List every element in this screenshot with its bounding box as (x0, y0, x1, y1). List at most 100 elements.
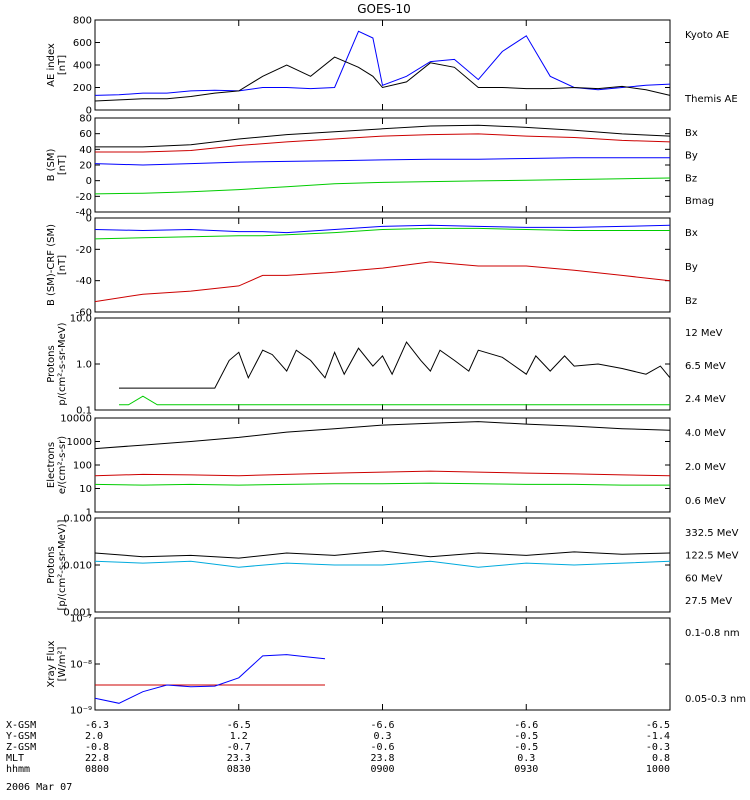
legend-entry: 0.05-0.3 nm (685, 694, 746, 705)
legend-entry: 122.5 MeV (685, 551, 739, 562)
series-line-bmag (95, 124, 671, 148)
series-line-kyoto-ae (94, 30, 671, 96)
footer-value: -0.6 (370, 742, 394, 753)
y-tick-label: 40 (79, 145, 92, 156)
y-axis-label: Xray Flux (46, 640, 57, 687)
series-line-2-0-mev (94, 482, 670, 486)
y-axis-label: B (SM)-CRF (SM) (46, 224, 57, 306)
panel-xray: 10⁻⁷ 10⁻⁸ 10⁻⁹ Xray Flux [W/m²] 0.1-0.8 nm 0.0… (46, 614, 746, 717)
footer-value: 2.0 (85, 731, 103, 742)
y-tick-label: -40 (76, 208, 92, 219)
footer-value: -0.5 (514, 742, 538, 753)
y-tick-label: 0 (86, 176, 92, 187)
y-tick-label: 10 (79, 484, 92, 495)
legend-entry: 4.0 MeV (685, 428, 726, 439)
series-line-bx (94, 157, 670, 166)
y-axis-label: [W/m²] (57, 646, 68, 681)
footer-value: -6.6 (370, 720, 394, 731)
series-line-by (94, 227, 670, 240)
panel-frame (94, 117, 671, 213)
panel-frame (94, 217, 671, 313)
y-tick-label: 10⁻⁷ (70, 614, 92, 625)
y-axis-label: [nT] (57, 155, 68, 175)
y-tick-label: -40 (76, 276, 92, 287)
y-tick-label: 100 (73, 461, 92, 472)
panel-frame (94, 317, 671, 411)
footer-value: 23.8 (370, 753, 394, 764)
series-line-6-5-mev (119, 395, 670, 406)
footer-value: 0.3 (373, 731, 391, 742)
y-tick-label: 0.001 (63, 608, 92, 619)
y-axis-label: e/(cm²-s-sr) (57, 436, 68, 494)
y-tick-label: 0.100 (63, 514, 92, 525)
panel-frame (94, 617, 671, 711)
footer-row-label: X-GSM (6, 720, 36, 731)
footer-value: -0.8 (85, 742, 109, 753)
footer-value: 23.3 (227, 753, 251, 764)
panel-electrons: 10000 1000 100 10 1 Electrons e/(cm²-s-sr) 4.0 … (46, 414, 726, 519)
footer-value: 22.8 (85, 753, 109, 764)
legend-entry: Themis AE (684, 94, 738, 105)
series-line-60-mev (94, 560, 671, 568)
footer-row-label: MLT (6, 753, 24, 764)
y-axis-label: Protons (46, 345, 57, 382)
panel-ae: 800 600 400 200 0 AE index [nT] Kyoto AE Themis … (46, 16, 738, 117)
figure-title: GOES-10 (357, 2, 411, 16)
legend-entry: By (685, 151, 698, 162)
footer-value: -6.3 (85, 720, 109, 731)
panel-frame (94, 417, 671, 513)
y-tick-label: 600 (73, 38, 92, 49)
y-tick-label: 1.0 (76, 360, 92, 371)
footer-value: -6.5 (646, 720, 670, 731)
y-tick-label: 80 (79, 114, 92, 125)
panel-protons_high: 0.100 0.010 0.001 Protons [p/(cm²-s-sr-MeV)]… (46, 514, 739, 619)
y-tick-label: 10000 (60, 414, 92, 425)
footer-value: 1.2 (230, 731, 248, 742)
y-tick-label: 20 (79, 161, 92, 172)
series-line-27-5-mev (94, 550, 671, 559)
legend-entry: By (685, 262, 698, 273)
series-line-2-4-mev (119, 341, 671, 389)
footer-value: 0830 (227, 764, 251, 775)
footer-row-label: Y-GSM (6, 731, 36, 742)
y-tick-label: 10⁻⁸ (70, 660, 92, 671)
y-tick-label: 10.0 (70, 314, 92, 325)
footer-value: 0.3 (517, 753, 535, 764)
footer-row-label: hhmm (6, 764, 30, 775)
legend-entry: Bz (685, 173, 697, 184)
footer-value: -6.5 (227, 720, 251, 731)
legend-entry: 2.0 MeV (685, 462, 726, 473)
footer-value: 0.8 (652, 753, 670, 764)
legend-entry: 332.5 MeV (685, 528, 739, 539)
footer-value: -0.3 (646, 742, 670, 753)
y-axis-label: Electrons (46, 442, 57, 488)
series-line-themis-ae (94, 56, 671, 102)
legend-entry: Kyoto AE (685, 30, 729, 41)
legend-entry: 12 MeV (685, 328, 723, 339)
y-tick-label: 10⁻⁹ (70, 706, 92, 717)
footer-value: -1.4 (646, 731, 670, 742)
panel-bsm: 80 60 40 20 0 -20 -40 B (SM) [nT] Bx By Bz Bmag (46, 114, 714, 219)
date-label: 2006 Mar 07 (6, 782, 72, 793)
y-tick-label: 0.1 (76, 406, 92, 417)
y-tick-label: 200 (73, 83, 92, 94)
y-tick-label: -60 (76, 308, 92, 319)
y-axis-label: B (SM) (46, 148, 57, 181)
footer-value: 0900 (370, 764, 394, 775)
legend-entry: Bx (685, 228, 698, 239)
footer-value: 0800 (85, 764, 109, 775)
series-line-bz (95, 133, 671, 153)
y-tick-label: 1 (86, 508, 92, 519)
y-tick-label: 400 (73, 61, 92, 72)
y-axis-label: [nT] (57, 55, 68, 75)
footer-value: -0.7 (227, 742, 251, 753)
y-tick-label: 1000 (67, 437, 92, 448)
legend-entry: 60 MeV (685, 573, 723, 584)
y-axis-label: AE index (46, 43, 57, 87)
y-tick-label: 0 (86, 214, 92, 225)
legend-entry: 0.6 MeV (685, 496, 726, 507)
series-line-bz (94, 261, 671, 303)
